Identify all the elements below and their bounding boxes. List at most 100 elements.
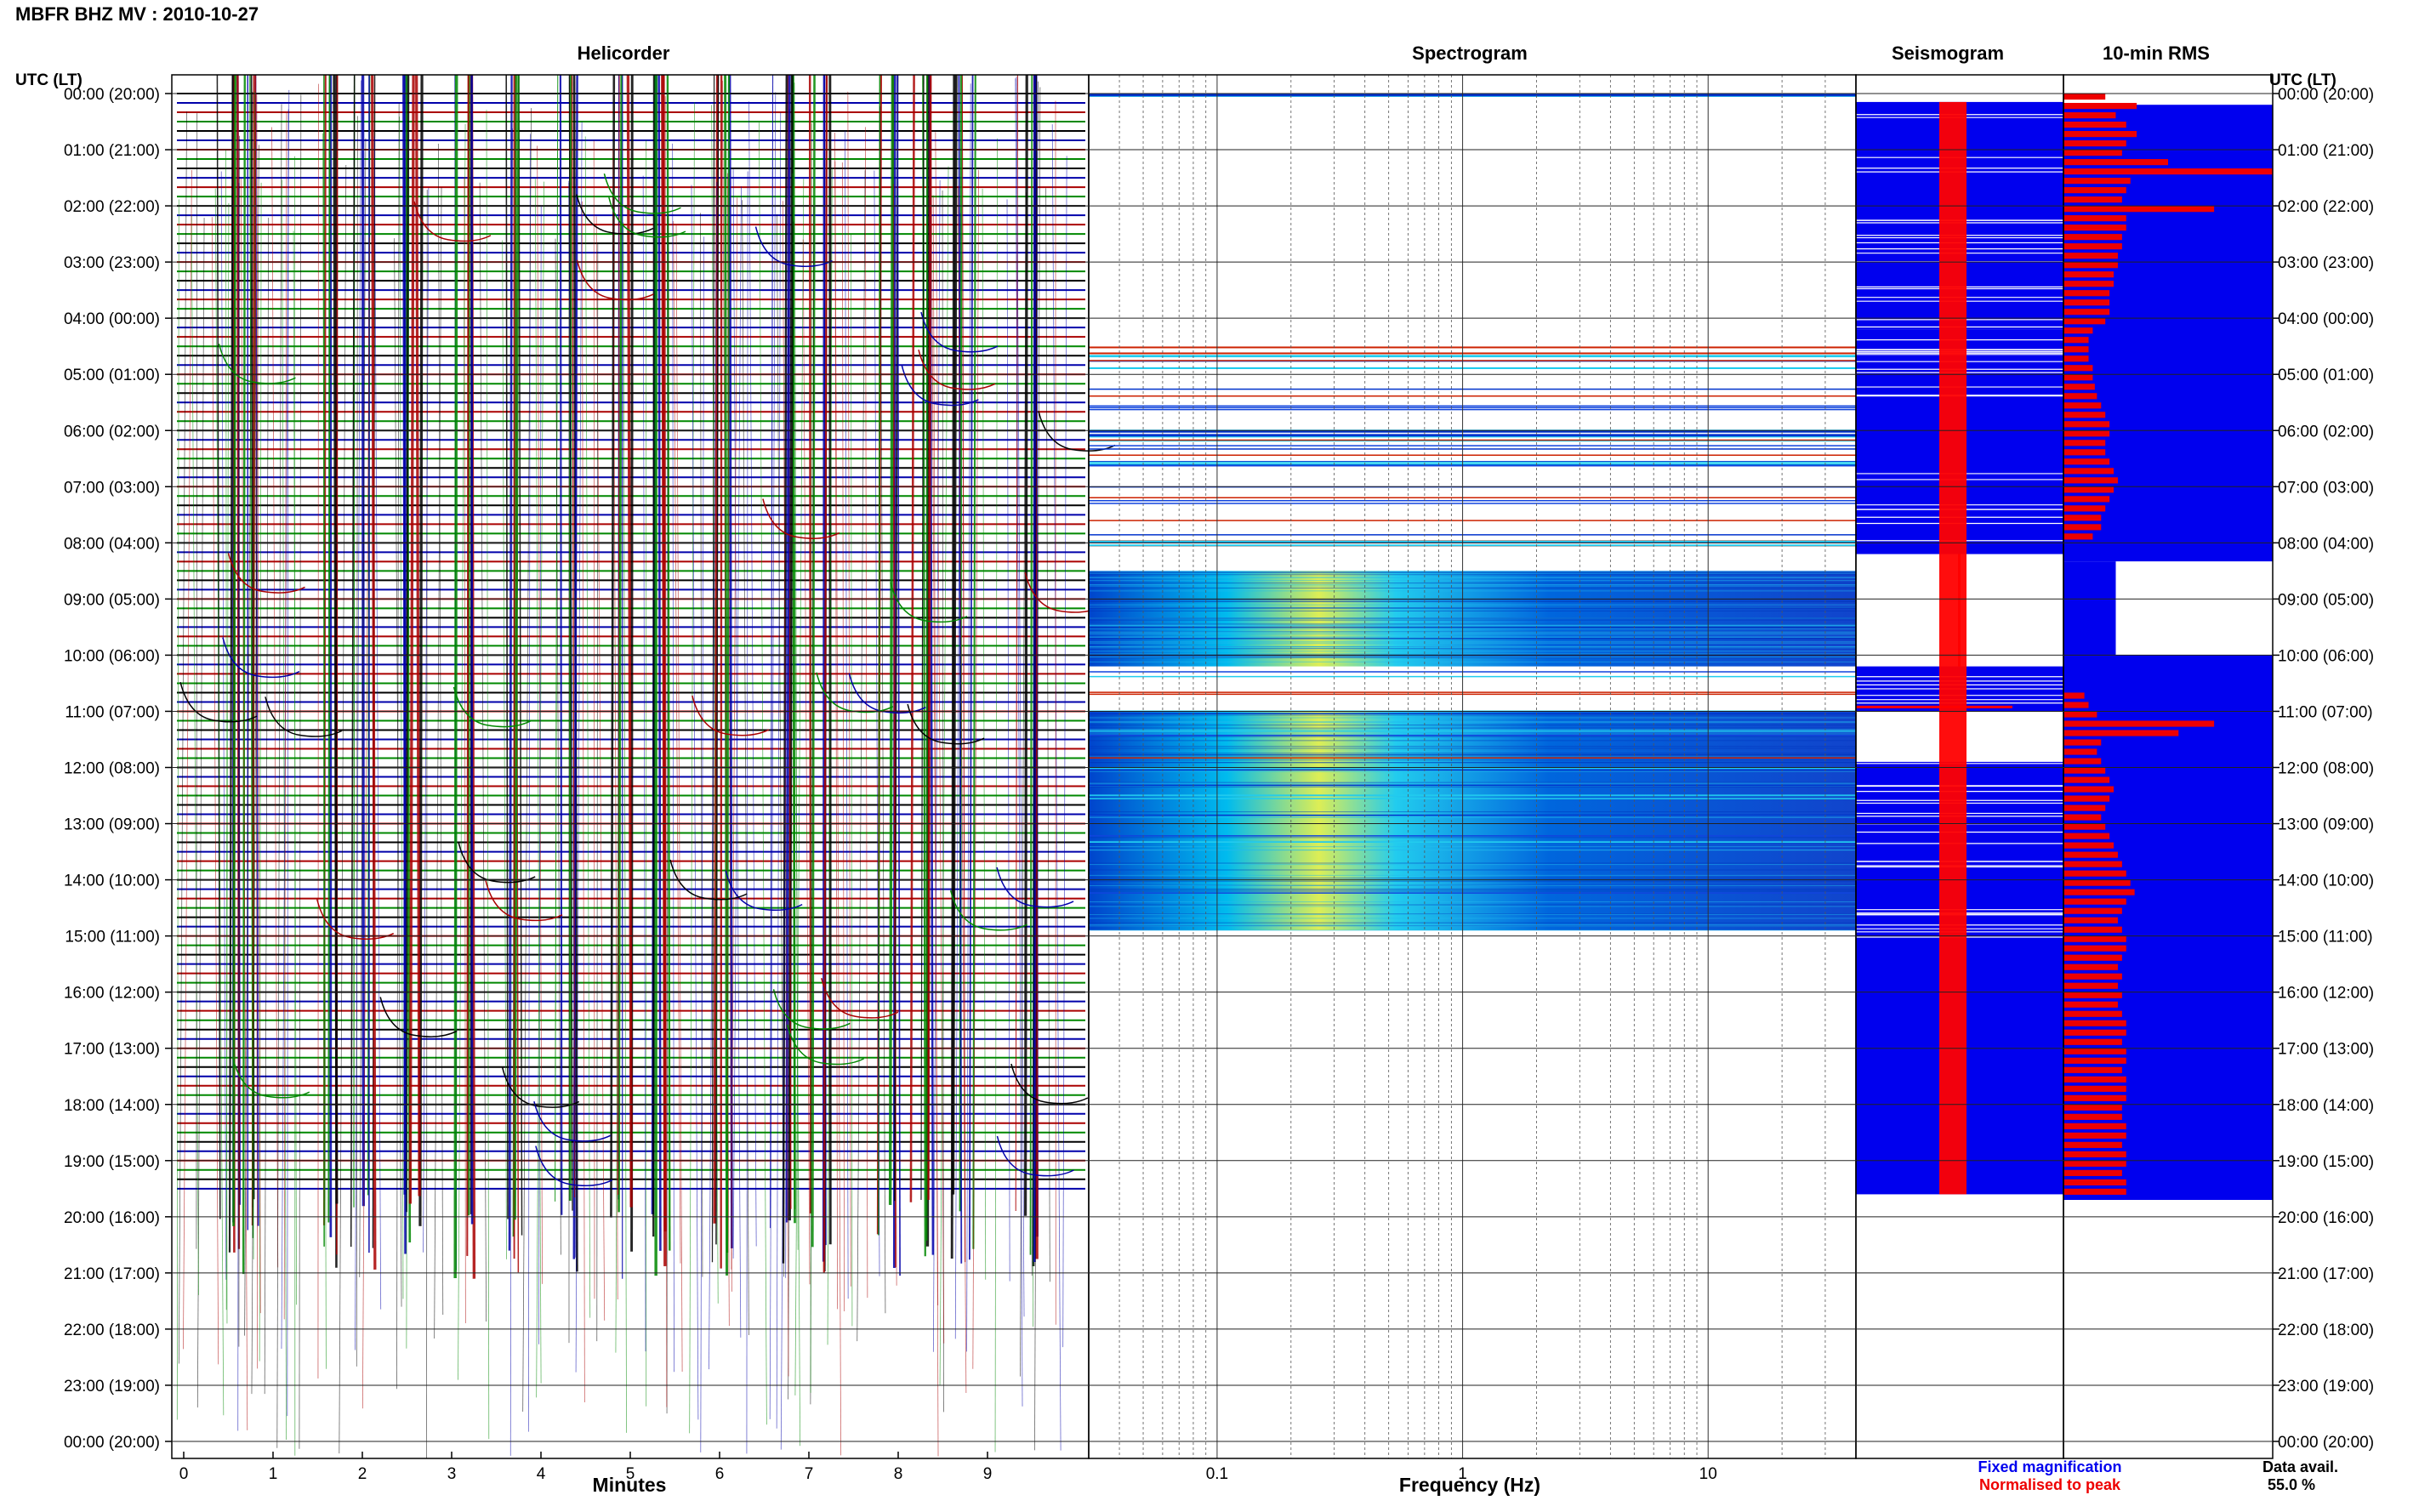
helicorder-decay-curve <box>918 350 996 390</box>
helicorder-decay-curve <box>265 696 343 737</box>
rms-bar <box>2063 730 2179 736</box>
helicorder-clutter <box>196 218 205 1408</box>
rms-bar <box>2063 486 2114 493</box>
time-axis-title-right: UTC (LT) <box>2269 71 2336 89</box>
helicorder-clutter <box>802 239 811 1285</box>
time-label-right: 01:00 (21:00) <box>2278 142 2374 160</box>
rms-bar <box>2063 720 2215 727</box>
rms-bar <box>2063 496 2110 503</box>
rms-bar <box>2063 243 2122 250</box>
rms-bar <box>2063 281 2114 287</box>
helicorder-event-stroke <box>785 74 791 1223</box>
rms-bar <box>2063 823 2106 830</box>
helicorder-event-stroke <box>453 74 458 1278</box>
time-label-right: 14:00 (10:00) <box>2278 873 2374 890</box>
helicorder-decay-curve <box>821 978 899 1019</box>
helicorder-clutter <box>534 179 542 1384</box>
rms-bar <box>2063 327 2093 334</box>
rms-bar <box>2063 739 2102 746</box>
helicorder-clutter <box>211 217 219 1365</box>
helicorder-decay-curve <box>907 703 985 745</box>
rms-bar <box>2063 1076 2126 1083</box>
helicorder-clutter <box>538 205 542 1344</box>
rms-bar <box>2063 458 2110 465</box>
helicorder-decay-curve <box>458 842 536 884</box>
rms-bar <box>2063 758 2102 765</box>
rms-bar <box>2063 1188 2126 1195</box>
helicorder-clutter <box>794 179 805 1395</box>
helicorder-decay-curve <box>920 311 999 353</box>
time-label-right: 19:00 (15:00) <box>2278 1153 2374 1171</box>
rms-bar <box>2063 851 2118 858</box>
helicorder-event-stroke <box>770 74 774 1229</box>
rms-bar <box>2063 187 2126 194</box>
helicorder-clutter <box>1016 77 1025 1317</box>
helicorder-clutter <box>1031 81 1039 1276</box>
time-label-left: 18:00 (14:00) <box>64 1097 160 1115</box>
rms-bar <box>2063 374 2093 381</box>
helicorder-clutter <box>732 186 742 1259</box>
helicorder-clutter <box>1045 188 1050 1282</box>
legend-normalised-to-peak: Normalised to peak <box>1979 1476 2121 1493</box>
time-label-right: 08:00 (04:00) <box>2278 535 2374 553</box>
helicorder-decay-curve <box>452 686 531 728</box>
helicorder-event-stroke <box>909 74 915 1202</box>
time-label-right: 11:00 (07:00) <box>2278 703 2373 721</box>
helicorder-event-stroke <box>466 74 470 1256</box>
rms-bar <box>2063 412 2106 418</box>
rms-bar <box>2063 711 2097 718</box>
helicorder-decay-curve <box>576 194 654 235</box>
rms-bar <box>2063 1020 2126 1026</box>
data-availability-label: Data avail. <box>2262 1458 2338 1475</box>
seismogram-title: Seismogram <box>1892 43 2004 64</box>
minutes-axis-label: Minutes <box>593 1474 667 1496</box>
helicorder-clutter <box>623 222 627 1433</box>
rms-bar <box>2063 879 2131 886</box>
minutes-tick-label: 2 <box>358 1465 367 1483</box>
spectrogram-panel <box>1089 75 1856 1458</box>
helicorder-clutter <box>437 144 444 1316</box>
rms-bar <box>2063 449 2106 456</box>
time-label-left: 05:00 (01:00) <box>64 367 160 384</box>
rms-bar <box>2063 1085 2126 1092</box>
helicorder-clutter <box>225 150 228 1324</box>
rms-bar <box>2063 767 2106 774</box>
rms-bar <box>2063 1094 2126 1101</box>
helicorder-clutter <box>593 140 595 1299</box>
helicorder-event-stroke <box>514 74 520 1220</box>
rms-bar <box>2063 430 2110 437</box>
time-label-left: 21:00 (17:00) <box>64 1265 160 1283</box>
time-label-left: 12:00 (08:00) <box>64 760 160 778</box>
rms-bar <box>2063 692 2085 699</box>
rms-bar <box>2063 440 2106 446</box>
helicorder-event-stroke <box>371 74 377 1270</box>
helicorder-clutter <box>966 83 971 1352</box>
time-label-left: 09:00 (05:00) <box>64 591 160 609</box>
helicorder-clutter <box>568 180 577 1258</box>
helicorder-clutter <box>711 105 719 1304</box>
rms-bar <box>2063 804 2106 811</box>
helicorder-decay-curve <box>179 681 258 723</box>
helicorder-clutter <box>642 175 646 1352</box>
rms-bar <box>2063 1113 2122 1120</box>
rms-panel <box>2063 94 2273 1201</box>
rms-bar <box>2063 926 2122 933</box>
helicorder-event-stroke <box>896 74 901 1276</box>
time-label-left: 06:00 (02:00) <box>64 423 160 441</box>
time-label-right: 00:00 (20:00) <box>2278 86 2374 104</box>
helicorder-event-stroke <box>1024 74 1028 1216</box>
rms-bar <box>2063 814 2102 821</box>
rms-bar <box>2063 786 2114 793</box>
rms-bar <box>2063 1048 2126 1054</box>
time-label-right: 13:00 (09:00) <box>2278 816 2374 834</box>
helicorder-decay-curve <box>603 173 681 214</box>
rms-bar <box>2063 1038 2122 1045</box>
minutes-tick-label: 7 <box>805 1465 814 1483</box>
rms-bar <box>2063 234 2122 241</box>
helicorder-clutter <box>299 94 302 1449</box>
helicorder-clutter <box>673 221 681 1264</box>
seismogram-normalised-band <box>1939 101 1967 1195</box>
helicorder-decay-curve <box>379 997 458 1037</box>
time-label-left: 03:00 (23:00) <box>64 254 160 272</box>
